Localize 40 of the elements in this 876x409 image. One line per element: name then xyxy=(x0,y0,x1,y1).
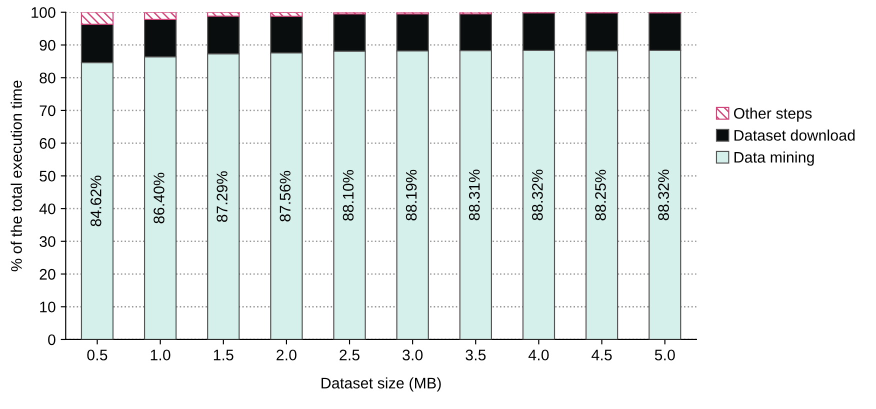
x-tick-label: 5.0 xyxy=(654,350,675,360)
bar xyxy=(207,12,240,17)
y-axis-title: % of the total execution time xyxy=(10,80,22,272)
x-tick-label: 1.0 xyxy=(150,350,170,360)
data-label: 88.31% xyxy=(468,170,480,220)
bar xyxy=(80,12,114,25)
data-label: 87.29% xyxy=(216,171,228,222)
data-label: 88.19% xyxy=(406,170,417,220)
bar xyxy=(270,12,303,17)
y-tick-label: 50 xyxy=(40,170,56,182)
legend-label: Data mining xyxy=(734,151,814,166)
x-tick-label: 3.5 xyxy=(466,350,486,360)
data-label: 86.40% xyxy=(154,172,164,224)
y-tick-label: 30 xyxy=(40,236,56,247)
data-label: 88.25% xyxy=(595,170,606,220)
data-label: 87.56% xyxy=(280,170,291,222)
bar xyxy=(144,12,177,20)
legend-label: Other steps xyxy=(734,108,812,122)
y-tick-label: 60 xyxy=(40,138,56,149)
y-tick-label: 100 xyxy=(32,7,56,18)
y-tick-label: 40 xyxy=(39,203,56,214)
y-tick-label: 70 xyxy=(40,105,56,116)
x-tick-label: 1.5 xyxy=(214,350,234,360)
data-label: 88.32% xyxy=(532,170,543,220)
y-tick-label: 0 xyxy=(48,334,56,346)
x-axis-title: Dataset size (MB) xyxy=(322,377,441,392)
y-tick-label: 10 xyxy=(40,302,56,312)
x-tick-label: 4.0 xyxy=(528,350,549,360)
data-label: 84.62% xyxy=(90,176,102,226)
y-tick-label: 90 xyxy=(40,40,56,51)
x-tick-label: 4.5 xyxy=(592,350,612,360)
y-tick-label: 20 xyxy=(40,268,56,280)
x-tick-label: 2.5 xyxy=(340,350,360,360)
x-tick-label: 0.5 xyxy=(87,350,108,360)
y-tick-label: 80 xyxy=(40,72,56,84)
legend-label: Dataset download xyxy=(734,130,855,141)
data-label: 88.32% xyxy=(658,170,669,220)
x-tick-label: 2.0 xyxy=(276,350,296,360)
data-label: 88.10% xyxy=(342,170,354,221)
x-tick-label: 3.0 xyxy=(402,350,423,360)
